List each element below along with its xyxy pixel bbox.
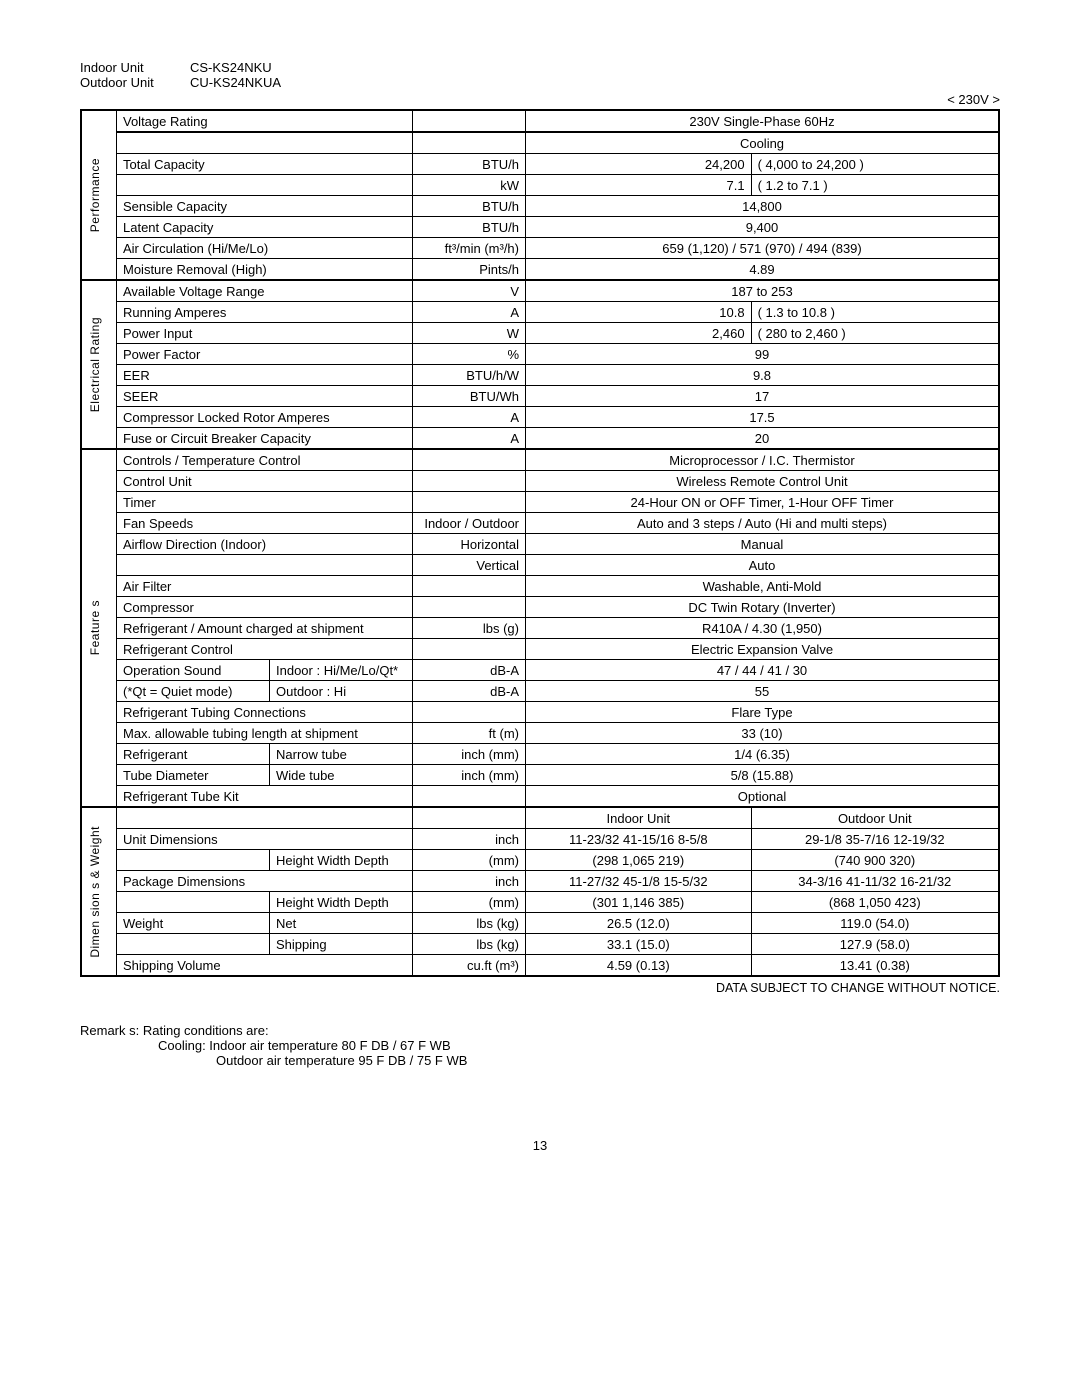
- row-power-factor: Power Factor % 99: [81, 344, 999, 365]
- row-tubing-connections: Refrigerant Tubing Connections Flare Typ…: [81, 702, 999, 723]
- row-tube-narrow: Refrigerant Narrow tube inch (mm) 1/4 (6…: [81, 744, 999, 765]
- row-voltage-rating: Performance Voltage Rating 230V Single-P…: [81, 110, 999, 132]
- row-control-unit: Control Unit Wireless Remote Control Uni…: [81, 471, 999, 492]
- row-refrigerant: Refrigerant / Amount charged at shipment…: [81, 618, 999, 639]
- row-power-input: Power Input W 2,460 ( 280 to 2,460 ): [81, 323, 999, 344]
- row-timer: Timer 24-Hour ON or OFF Timer, 1-Hour OF…: [81, 492, 999, 513]
- data-notice: DATA SUBJECT TO CHANGE WITHOUT NOTICE.: [80, 981, 1000, 995]
- row-compressor: Compressor DC Twin Rotary (Inverter): [81, 597, 999, 618]
- indoor-unit-label: Indoor Unit: [80, 60, 190, 75]
- indoor-unit-model: CS-KS24NKU: [190, 60, 272, 75]
- unit-header: Indoor Unit CS-KS24NKU Outdoor Unit CU-K…: [80, 60, 1000, 90]
- row-available-voltage: Electrical Rating Available Voltage Rang…: [81, 280, 999, 302]
- group-features: Feature s: [88, 600, 102, 655]
- row-total-capacity-btu: Total Capacity BTU/h 24,200 ( 4,000 to 2…: [81, 154, 999, 175]
- row-unit-dim-inch: Unit Dimensions inch 11-23/32 41-15/16 8…: [81, 829, 999, 850]
- row-eer: EER BTU/h/W 9.8: [81, 365, 999, 386]
- row-air-filter: Air Filter Washable, Anti-Mold: [81, 576, 999, 597]
- remarks-lead: Remark s: Rating conditions are:: [80, 1023, 1000, 1038]
- row-air-circulation: Air Circulation (Hi/Me/Lo) ft³/min (m³/h…: [81, 238, 999, 259]
- row-tube-wide: Tube Diameter Wide tube inch (mm) 5/8 (1…: [81, 765, 999, 786]
- page-number: 13: [80, 1138, 1000, 1153]
- outdoor-unit-model: CU-KS24NKUA: [190, 75, 281, 90]
- group-electrical: Electrical Rating: [88, 317, 102, 412]
- row-fuse-capacity: Fuse or Circuit Breaker Capacity A 20: [81, 428, 999, 450]
- row-tube-kit: Refrigerant Tube Kit Optional: [81, 786, 999, 808]
- row-cooling-header: Cooling: [81, 132, 999, 154]
- row-fan-speeds: Fan Speeds Indoor / Outdoor Auto and 3 s…: [81, 513, 999, 534]
- row-pkg-dim-mm: Height Width Depth (mm) (301 1,146 385) …: [81, 892, 999, 913]
- row-controls: Feature s Controls / Temperature Control…: [81, 449, 999, 471]
- row-locked-rotor: Compressor Locked Rotor Amperes A 17.5: [81, 407, 999, 428]
- group-performance: Performance: [88, 158, 102, 232]
- remarks-cooling: Cooling: Indoor air temperature 80 F DB …: [158, 1038, 1000, 1053]
- row-total-capacity-kw: kW 7.1 ( 1.2 to 7.1 ): [81, 175, 999, 196]
- row-moisture-removal: Moisture Removal (High) Pints/h 4.89: [81, 259, 999, 281]
- row-unit-dim-mm: Height Width Depth (mm) (298 1,065 219) …: [81, 850, 999, 871]
- remarks-outdoor: Outdoor air temperature 95 F DB / 75 F W…: [216, 1053, 1000, 1068]
- outdoor-unit-label: Outdoor Unit: [80, 75, 190, 90]
- row-sound-indoor: Operation Sound Indoor : Hi/Me/Lo/Qt* dB…: [81, 660, 999, 681]
- row-airflow-horizontal: Airflow Direction (Indoor) Horizontal Ma…: [81, 534, 999, 555]
- row-sensible-capacity: Sensible Capacity BTU/h 14,800: [81, 196, 999, 217]
- row-latent-capacity: Latent Capacity BTU/h 9,400: [81, 217, 999, 238]
- remarks: Remark s: Rating conditions are: Cooling…: [80, 1023, 1000, 1068]
- row-refrigerant-control: Refrigerant Control Electric Expansion V…: [81, 639, 999, 660]
- spec-table: Performance Voltage Rating 230V Single-P…: [80, 109, 1000, 977]
- row-seer: SEER BTU/Wh 17: [81, 386, 999, 407]
- row-weight-shipping: Shipping lbs (kg) 33.1 (15.0) 127.9 (58.…: [81, 934, 999, 955]
- row-airflow-vertical: Vertical Auto: [81, 555, 999, 576]
- row-pkg-dim-inch: Package Dimensions inch 11-27/32 45-1/8 …: [81, 871, 999, 892]
- row-sound-outdoor: (*Qt = Quiet mode) Outdoor : Hi dB-A 55: [81, 681, 999, 702]
- row-dim-header: Dimen sion s & Weight Indoor Unit Outdoo…: [81, 807, 999, 829]
- voltage-tag: < 230V >: [80, 92, 1000, 107]
- row-running-amperes: Running Amperes A 10.8 ( 1.3 to 10.8 ): [81, 302, 999, 323]
- row-max-tubing-length: Max. allowable tubing length at shipment…: [81, 723, 999, 744]
- group-dimensions: Dimen sion s & Weight: [88, 826, 102, 958]
- row-weight-net: Weight Net lbs (kg) 26.5 (12.0) 119.0 (5…: [81, 913, 999, 934]
- row-shipping-volume: Shipping Volume cu.ft (m³) 4.59 (0.13) 1…: [81, 955, 999, 977]
